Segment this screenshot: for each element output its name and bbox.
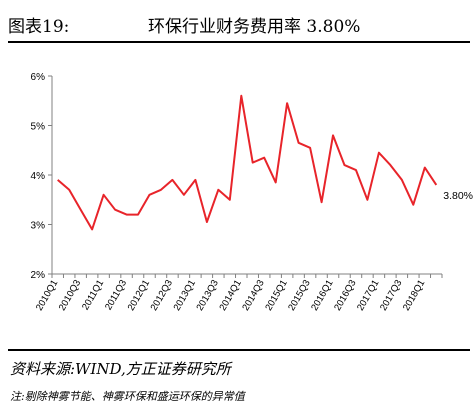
figure-title: 环保行业财务费用率 3.80% [148,17,361,37]
y-tick-label: 4% [31,171,46,182]
top-rule [8,41,470,43]
bottom-rule [8,349,470,351]
y-tick-label: 3% [31,221,46,232]
note-text: 注:剔除神雾节能、神雾环保和盛运环保的异常值 [10,390,245,403]
figure-header: 图表19: 环保行业财务费用率 3.80% [8,6,470,38]
source-text: 资料来源:WIND,方正证券研究所 [10,360,231,378]
figure-label: 图表19: [8,17,70,37]
last-value-label: 3.80% [443,190,473,202]
y-tick-label: 2% [31,270,46,281]
series-line [57,94,438,231]
chart-area: 2% 3% 4% 5% 6% 2010Q1 2010Q3 2011Q1 2011Q3 2012Q1… [0,46,476,346]
x-tick-label: 2018Q1 [401,278,427,313]
line-chart: 2%3%4%5%6%2010Q12010Q32011Q12011Q32012Q1… [31,72,473,313]
x-tick-label: 2010Q3 [57,278,83,313]
y-tick-label: 5% [31,122,46,133]
y-tick-label: 6% [31,72,46,83]
